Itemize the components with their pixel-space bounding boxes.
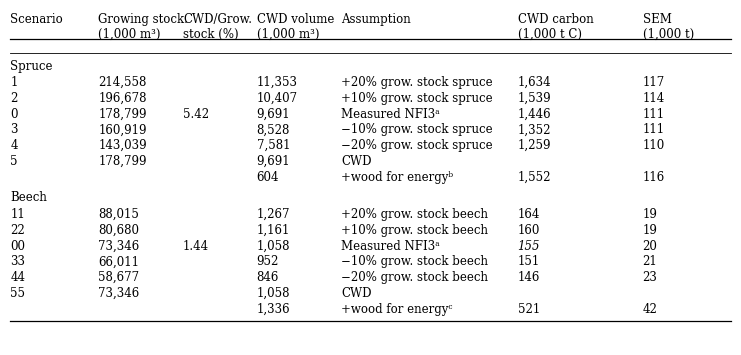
Text: 19: 19 <box>642 224 657 237</box>
Text: 116: 116 <box>642 170 665 184</box>
Text: 73,346: 73,346 <box>99 287 139 300</box>
Text: −20% grow. stock beech: −20% grow. stock beech <box>341 271 488 284</box>
Text: 5: 5 <box>10 155 18 168</box>
Text: 10,407: 10,407 <box>256 92 298 105</box>
Text: 110: 110 <box>642 139 665 152</box>
Text: 1,259: 1,259 <box>518 139 551 152</box>
Text: +10% grow. stock spruce: +10% grow. stock spruce <box>341 92 493 105</box>
Text: 73,346: 73,346 <box>99 240 139 253</box>
Text: +wood for energyᵇ: +wood for energyᵇ <box>341 170 453 184</box>
Text: 11,353: 11,353 <box>256 76 297 89</box>
Text: 19: 19 <box>642 208 657 221</box>
Text: 9,691: 9,691 <box>256 108 290 121</box>
Text: 151: 151 <box>518 256 540 268</box>
Text: CWD carbon
(1,000 t C): CWD carbon (1,000 t C) <box>518 13 594 41</box>
Text: 1,552: 1,552 <box>518 170 551 184</box>
Text: 1.44: 1.44 <box>183 240 209 253</box>
Text: 8,528: 8,528 <box>256 123 290 136</box>
Text: 143,039: 143,039 <box>99 139 147 152</box>
Text: 21: 21 <box>642 256 657 268</box>
Text: +10% grow. stock beech: +10% grow. stock beech <box>341 224 488 237</box>
Text: CWD: CWD <box>341 155 371 168</box>
Text: 55: 55 <box>10 287 25 300</box>
Text: +20% grow. stock beech: +20% grow. stock beech <box>341 208 488 221</box>
Text: Beech: Beech <box>10 191 47 204</box>
Text: 196,678: 196,678 <box>99 92 147 105</box>
Text: SEM
(1,000 t): SEM (1,000 t) <box>642 13 694 41</box>
Text: 4: 4 <box>10 139 18 152</box>
Text: 22: 22 <box>10 224 25 237</box>
Text: 7,581: 7,581 <box>256 139 290 152</box>
Text: Spruce: Spruce <box>10 60 53 73</box>
Text: 604: 604 <box>256 170 279 184</box>
Text: 117: 117 <box>642 76 665 89</box>
Text: 88,015: 88,015 <box>99 208 139 221</box>
Text: 111: 111 <box>642 108 665 121</box>
Text: 44: 44 <box>10 271 25 284</box>
Text: 1,446: 1,446 <box>518 108 551 121</box>
Text: 20: 20 <box>642 240 657 253</box>
Text: 178,799: 178,799 <box>99 108 147 121</box>
Text: Assumption: Assumption <box>341 13 411 26</box>
Text: −10% grow. stock spruce: −10% grow. stock spruce <box>341 123 493 136</box>
Text: 178,799: 178,799 <box>99 155 147 168</box>
Text: CWD/Grow.
stock (%): CWD/Grow. stock (%) <box>183 13 252 41</box>
Text: 521: 521 <box>518 302 540 316</box>
Text: +20% grow. stock spruce: +20% grow. stock spruce <box>341 76 493 89</box>
Text: 00: 00 <box>10 240 25 253</box>
Text: 160: 160 <box>518 224 540 237</box>
Text: −20% grow. stock spruce: −20% grow. stock spruce <box>341 139 493 152</box>
Text: 0: 0 <box>10 108 18 121</box>
Text: 1,352: 1,352 <box>518 123 551 136</box>
Text: 2: 2 <box>10 92 18 105</box>
Text: 80,680: 80,680 <box>99 224 139 237</box>
Text: 1,058: 1,058 <box>256 240 290 253</box>
Text: CWD: CWD <box>341 287 371 300</box>
Text: 160,919: 160,919 <box>99 123 147 136</box>
Text: 1,634: 1,634 <box>518 76 551 89</box>
Text: 33: 33 <box>10 256 25 268</box>
Text: 5.42: 5.42 <box>183 108 209 121</box>
Text: 23: 23 <box>642 271 657 284</box>
Text: 114: 114 <box>642 92 665 105</box>
Text: 214,558: 214,558 <box>99 76 147 89</box>
Text: 66,011: 66,011 <box>99 256 139 268</box>
Text: 846: 846 <box>256 271 279 284</box>
Text: 9,691: 9,691 <box>256 155 290 168</box>
Text: Measured NFI3ᵃ: Measured NFI3ᵃ <box>341 240 440 253</box>
Text: 146: 146 <box>518 271 540 284</box>
Text: +wood for energyᶜ: +wood for energyᶜ <box>341 302 453 316</box>
Text: 11: 11 <box>10 208 25 221</box>
Text: 155: 155 <box>518 240 540 253</box>
Text: CWD volume
(1,000 m³): CWD volume (1,000 m³) <box>256 13 334 41</box>
Text: 58,677: 58,677 <box>99 271 139 284</box>
Text: 1,161: 1,161 <box>256 224 290 237</box>
Text: 3: 3 <box>10 123 18 136</box>
Text: 111: 111 <box>642 123 665 136</box>
Text: 164: 164 <box>518 208 540 221</box>
Text: 42: 42 <box>642 302 657 316</box>
Text: −10% grow. stock beech: −10% grow. stock beech <box>341 256 488 268</box>
Text: 1,539: 1,539 <box>518 92 551 105</box>
Text: 1: 1 <box>10 76 18 89</box>
Text: 952: 952 <box>256 256 279 268</box>
Text: 1,267: 1,267 <box>256 208 290 221</box>
Text: 1,336: 1,336 <box>256 302 290 316</box>
Text: 1,058: 1,058 <box>256 287 290 300</box>
Text: Measured NFI3ᵃ: Measured NFI3ᵃ <box>341 108 440 121</box>
Text: Growing stock.
(1,000 m³): Growing stock. (1,000 m³) <box>99 13 188 41</box>
Text: Scenario: Scenario <box>10 13 63 26</box>
